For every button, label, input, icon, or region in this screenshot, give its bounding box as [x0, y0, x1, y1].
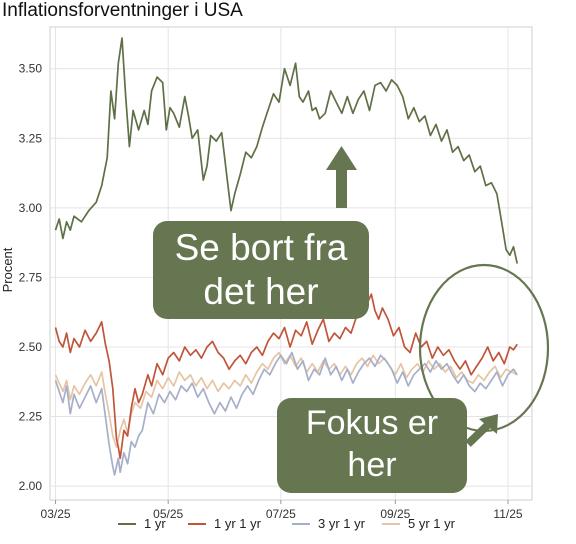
x-tick-label: 03/25: [41, 507, 71, 521]
x-tick-label: 07/25: [266, 507, 296, 521]
legend-label: 1 yr: [144, 516, 166, 531]
callout-ignore-line-1: Se bort fra: [174, 227, 348, 268]
series-line-3-yr-1-yr: [54, 351, 518, 476]
series-line-5-yr-1-yr: [54, 351, 518, 448]
arrow-to-focus-icon: [465, 414, 498, 447]
callout-ignore: Se bort fra det her: [153, 221, 369, 319]
callout-focus-line-2: her: [347, 446, 397, 484]
legend-label: 1 yr 1 yr: [214, 516, 262, 531]
series-line-1-yr: [54, 37, 519, 264]
y-tick-label: 3.00: [19, 201, 43, 215]
legend-label: 3 yr 1 yr: [318, 516, 366, 531]
y-tick-label: 2.50: [19, 340, 43, 354]
axes: Procent 2.00 2.25 2.50 2.75 3.00 3.25 3.50 03/2…: [0, 62, 523, 521]
callout-focus-line-1: Fokus er: [305, 404, 439, 442]
up-arrow-icon: [326, 146, 357, 208]
x-tick-label: 09/25: [380, 507, 410, 521]
y-tick-label: 2.00: [19, 479, 43, 493]
series-line-1-yr-1-yr: [54, 293, 518, 460]
legend-label: 5 yr 1 yr: [408, 516, 456, 531]
annotations: [326, 146, 550, 447]
y-tick-label: 2.25: [19, 410, 43, 424]
x-tick-label: 11/25: [493, 507, 522, 521]
callout-ignore-line-2: det her: [203, 271, 319, 312]
series-lines: [54, 37, 519, 476]
legend: 1 yr 1 yr 1 yr 3 yr 1 yr 5 yr 1 yr: [118, 516, 456, 531]
y-axis-label: Procent: [0, 247, 15, 292]
y-tick-label: 3.50: [19, 62, 43, 76]
x-tick-label: 05/25: [153, 507, 183, 521]
callout-focus: Fokus er her: [277, 398, 467, 493]
y-tick-label: 3.25: [19, 131, 43, 145]
y-tick-label: 2.75: [19, 270, 43, 284]
chart-title: Inflationsforventninger i USA: [2, 0, 243, 21]
